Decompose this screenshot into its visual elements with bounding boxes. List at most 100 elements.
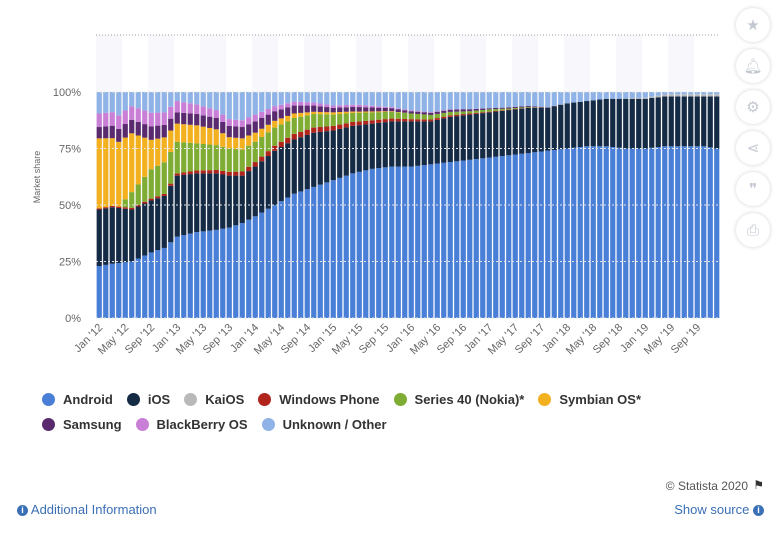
bar-segment-android[interactable] bbox=[317, 184, 323, 318]
bar-segment-ios[interactable] bbox=[681, 96, 687, 147]
bar-segment-kaios[interactable] bbox=[629, 98, 635, 99]
bar-segment-windows-phone[interactable] bbox=[187, 171, 193, 175]
bar-segment-series-40-nokia-[interactable] bbox=[161, 162, 167, 194]
bar-segment-windows-phone[interactable] bbox=[369, 120, 375, 124]
bar-segment-ios[interactable] bbox=[382, 122, 388, 168]
bar-segment-symbian-os-[interactable] bbox=[142, 137, 148, 177]
bar-segment-ios[interactable] bbox=[590, 100, 596, 147]
bar-segment-blackberry-os[interactable] bbox=[207, 108, 213, 117]
bar-segment-unknown-other[interactable] bbox=[668, 92, 674, 95]
bar-segment-unknown-other[interactable] bbox=[662, 92, 668, 95]
bar-segment-ios[interactable] bbox=[161, 195, 167, 248]
bar-segment-ios[interactable] bbox=[525, 107, 531, 154]
bar-segment-ios[interactable] bbox=[597, 99, 603, 147]
bar-segment-unknown-other[interactable] bbox=[480, 92, 486, 109]
bar-segment-unknown-other[interactable] bbox=[304, 92, 310, 103]
bar-segment-blackberry-os[interactable] bbox=[421, 111, 427, 113]
legend-item[interactable]: Android bbox=[42, 392, 113, 407]
bar-segment-blackberry-os[interactable] bbox=[135, 108, 141, 122]
bar-segment-symbian-os-[interactable] bbox=[376, 111, 382, 113]
bar-segment-windows-phone[interactable] bbox=[460, 114, 466, 116]
bar-segment-android[interactable] bbox=[103, 264, 109, 318]
bar-segment-symbian-os-[interactable] bbox=[382, 111, 388, 112]
bar-segment-ios[interactable] bbox=[506, 110, 512, 156]
bar-segment-windows-phone[interactable] bbox=[181, 172, 187, 175]
bar-segment-android[interactable] bbox=[714, 148, 720, 319]
bar-segment-windows-phone[interactable] bbox=[473, 112, 479, 114]
bar-segment-samsung[interactable] bbox=[148, 126, 154, 140]
bar-segment-unknown-other[interactable] bbox=[129, 92, 135, 107]
bar-segment-symbian-os-[interactable] bbox=[187, 124, 193, 143]
bar-segment-samsung[interactable] bbox=[369, 107, 375, 112]
bar-segment-ios[interactable] bbox=[239, 175, 245, 224]
bar-segment-kaios[interactable] bbox=[649, 96, 655, 99]
bar-segment-ios[interactable] bbox=[311, 132, 317, 187]
bar-segment-series-40-nokia-[interactable] bbox=[168, 151, 174, 184]
bar-segment-android[interactable] bbox=[603, 146, 609, 318]
bar-segment-android[interactable] bbox=[122, 262, 128, 318]
bar-segment-series-40-nokia-[interactable] bbox=[252, 141, 258, 163]
bar-segment-windows-phone[interactable] bbox=[421, 119, 427, 122]
bar-segment-unknown-other[interactable] bbox=[122, 92, 128, 111]
bar-segment-windows-phone[interactable] bbox=[285, 137, 291, 144]
bar-segment-ios[interactable] bbox=[636, 98, 642, 149]
bar-segment-ios[interactable] bbox=[168, 185, 174, 243]
legend-item[interactable]: iOS bbox=[126, 392, 170, 407]
bar-segment-windows-phone[interactable] bbox=[311, 127, 317, 133]
bar-segment-series-40-nokia-[interactable] bbox=[428, 114, 434, 120]
bar-segment-ios[interactable] bbox=[220, 174, 226, 229]
bar-segment-symbian-os-[interactable] bbox=[350, 111, 356, 113]
bar-segment-samsung[interactable] bbox=[350, 106, 356, 112]
bar-segment-android[interactable] bbox=[207, 230, 213, 318]
bar-segment-samsung[interactable] bbox=[155, 125, 161, 139]
bar-segment-blackberry-os[interactable] bbox=[324, 104, 330, 108]
bar-segment-unknown-other[interactable] bbox=[103, 92, 109, 113]
bar-segment-android[interactable] bbox=[187, 233, 193, 318]
bar-segment-ios[interactable] bbox=[181, 174, 187, 236]
bar-segment-unknown-other[interactable] bbox=[616, 92, 622, 99]
bar-segment-unknown-other[interactable] bbox=[96, 92, 102, 114]
bar-segment-ios[interactable] bbox=[291, 139, 297, 194]
bar-segment-windows-phone[interactable] bbox=[291, 133, 297, 140]
bar-segment-kaios[interactable] bbox=[688, 94, 694, 97]
bar-segment-unknown-other[interactable] bbox=[655, 92, 661, 96]
bar-segment-unknown-other[interactable] bbox=[187, 92, 193, 104]
bar-segment-ios[interactable] bbox=[584, 101, 590, 147]
bar-segment-ios[interactable] bbox=[369, 123, 375, 169]
bar-segment-android[interactable] bbox=[545, 150, 551, 318]
bar-segment-samsung[interactable] bbox=[402, 110, 408, 113]
bar-segment-samsung[interactable] bbox=[395, 109, 401, 112]
bar-segment-android[interactable] bbox=[668, 146, 674, 318]
bar-segment-series-40-nokia-[interactable] bbox=[226, 148, 232, 172]
bar-segment-ios[interactable] bbox=[135, 206, 141, 259]
bar-segment-android[interactable] bbox=[304, 189, 310, 318]
bar-segment-windows-phone[interactable] bbox=[317, 127, 323, 132]
bar-segment-unknown-other[interactable] bbox=[434, 92, 440, 112]
bar-segment-windows-phone[interactable] bbox=[480, 112, 486, 114]
bar-segment-android[interactable] bbox=[571, 147, 577, 318]
bar-segment-ios[interactable] bbox=[265, 156, 271, 209]
bar-segment-symbian-os-[interactable] bbox=[161, 137, 167, 163]
bar-segment-unknown-other[interactable] bbox=[493, 92, 499, 108]
bar-segment-windows-phone[interactable] bbox=[467, 113, 473, 115]
bar-segment-android[interactable] bbox=[616, 147, 622, 318]
bar-segment-symbian-os-[interactable] bbox=[103, 138, 109, 208]
bar-segment-samsung[interactable] bbox=[376, 107, 382, 112]
bar-segment-unknown-other[interactable] bbox=[291, 92, 297, 102]
bar-segment-samsung[interactable] bbox=[519, 106, 525, 108]
bar-segment-android[interactable] bbox=[597, 146, 603, 318]
bar-segment-android[interactable] bbox=[343, 175, 349, 318]
legend-item[interactable]: Samsung bbox=[42, 417, 122, 432]
bar-segment-unknown-other[interactable] bbox=[285, 92, 291, 104]
bar-segment-symbian-os-[interactable] bbox=[389, 111, 395, 112]
bar-segment-blackberry-os[interactable] bbox=[265, 108, 271, 115]
bar-segment-symbian-os-[interactable] bbox=[129, 133, 135, 193]
bar-segment-blackberry-os[interactable] bbox=[168, 106, 174, 119]
bar-segment-blackberry-os[interactable] bbox=[103, 112, 109, 127]
bar-segment-samsung[interactable] bbox=[486, 108, 492, 110]
bar-segment-android[interactable] bbox=[493, 156, 499, 318]
bar-segment-series-40-nokia-[interactable] bbox=[324, 114, 330, 127]
bar-segment-kaios[interactable] bbox=[668, 94, 674, 97]
bar-segment-unknown-other[interactable] bbox=[428, 92, 434, 113]
bar-segment-series-40-nokia-[interactable] bbox=[454, 111, 460, 115]
